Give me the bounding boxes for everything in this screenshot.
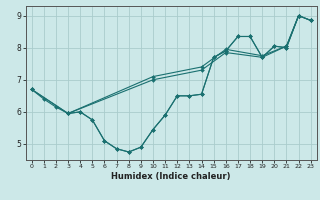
X-axis label: Humidex (Indice chaleur): Humidex (Indice chaleur) xyxy=(111,172,231,181)
